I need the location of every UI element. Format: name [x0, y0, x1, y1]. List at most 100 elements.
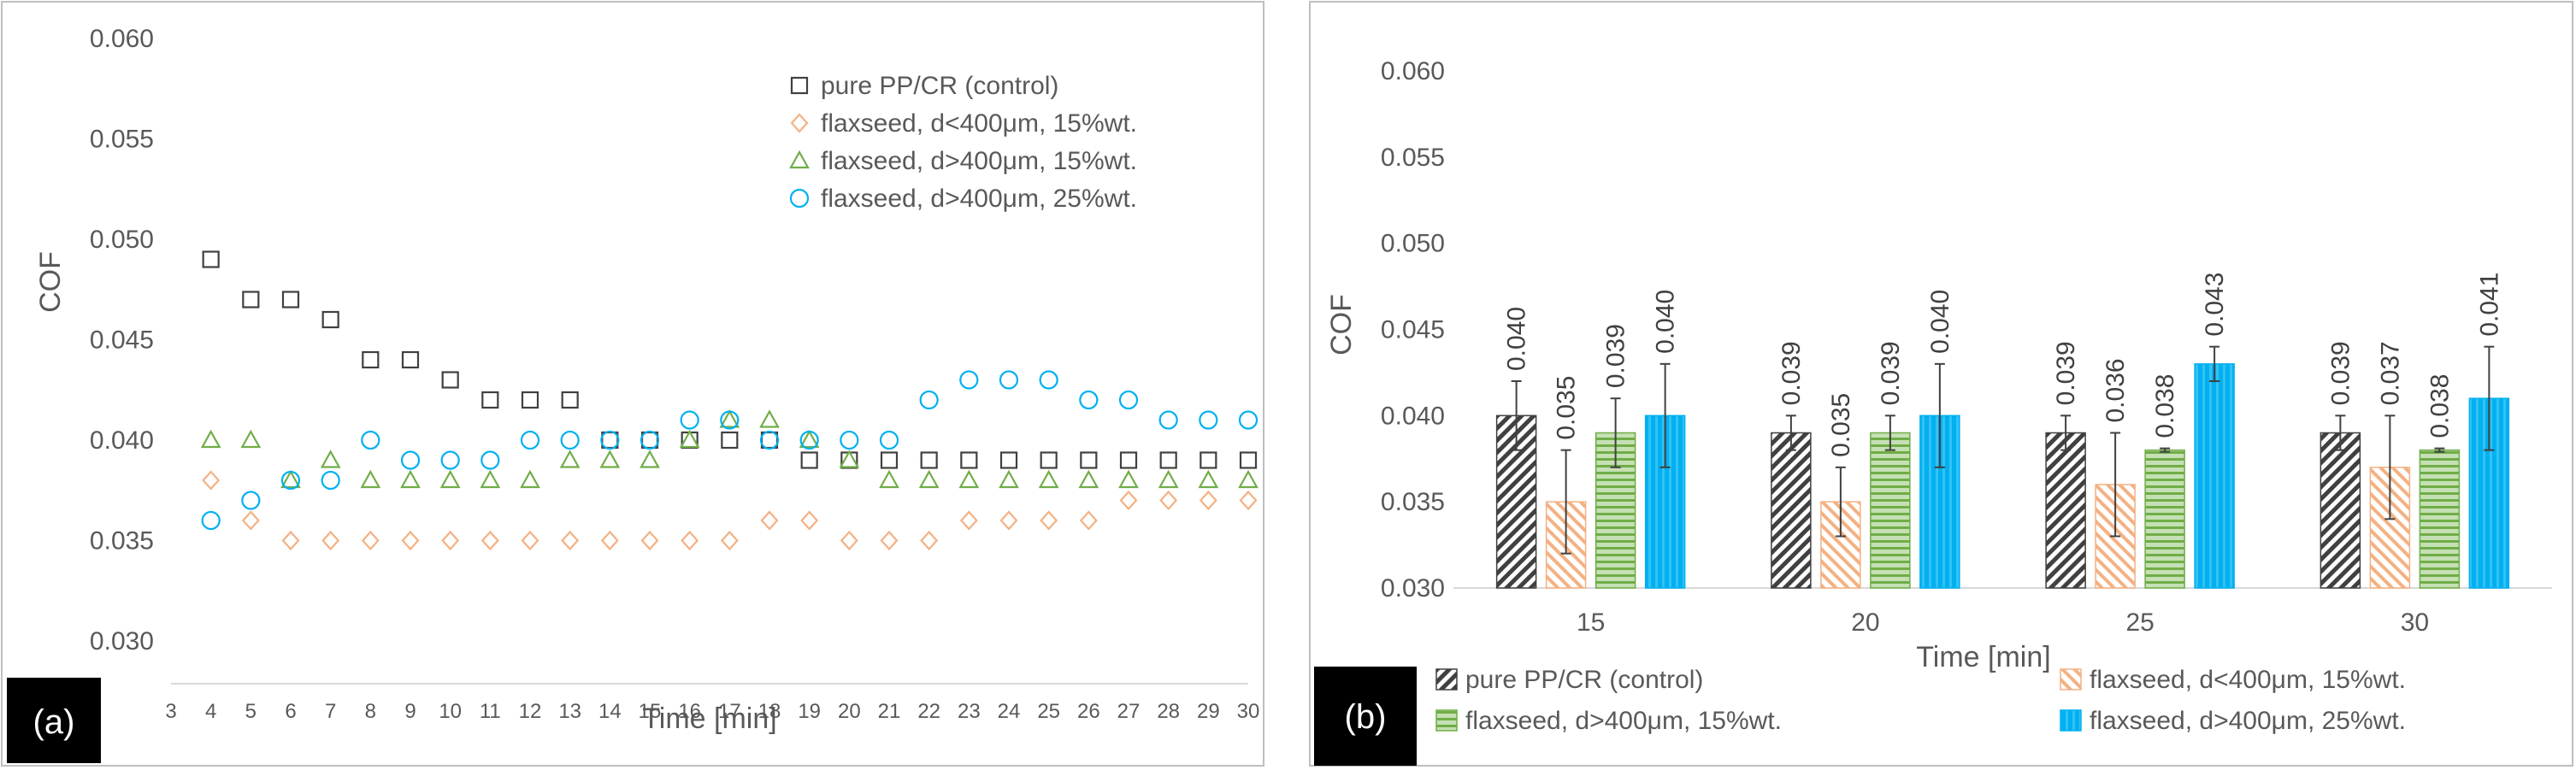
data-point: [1039, 370, 1058, 390]
data-point: [1200, 451, 1217, 469]
panel-label: (b): [1345, 698, 1387, 736]
legend-marker: [789, 188, 810, 209]
x-tick-label: 9: [404, 700, 416, 723]
panel-a-frame: [1, 1, 1264, 767]
data-label: 0.035: [1827, 393, 1855, 457]
data-point: [1038, 469, 1059, 489]
y-tick-label: 0.030: [1381, 574, 1445, 602]
x-tick-label: 19: [798, 700, 821, 723]
legend-swatch: [2060, 709, 2082, 732]
data-point: [959, 370, 979, 390]
y-tick-label: 0.035: [90, 527, 154, 555]
legend-label: flaxseed, d>400μm, 15%wt.: [821, 147, 1137, 175]
legend-swatch: [1435, 668, 1458, 691]
data-label: 0.043: [2201, 273, 2229, 337]
data-point: [999, 370, 1019, 390]
data-point: [560, 430, 580, 450]
data-point: [1078, 469, 1099, 489]
data-label: 0.039: [2052, 341, 2080, 405]
x-tick-label: 4: [205, 700, 216, 723]
legend-label: flaxseed, d>400μm, 25%wt.: [821, 185, 1137, 213]
data-point: [441, 530, 460, 551]
data-point: [241, 510, 260, 531]
y-tick-label: 0.055: [1381, 144, 1445, 172]
data-point: [202, 250, 220, 268]
data-point: [1118, 390, 1139, 410]
data-point: [800, 451, 818, 469]
data-point: [201, 510, 221, 531]
data-point: [759, 430, 780, 450]
data-point: [400, 450, 421, 470]
data-point: [720, 530, 739, 551]
data-point: [918, 469, 940, 489]
series-2: [202, 470, 1258, 551]
data-label: 0.040: [1926, 290, 1954, 354]
data-point: [361, 530, 380, 551]
bar: [2194, 363, 2235, 589]
x-tick-label: 10: [439, 700, 462, 723]
data-point: [401, 350, 420, 369]
data-point: [480, 450, 500, 470]
x-tick-label: 20: [1851, 608, 1879, 637]
x-tick-label: 13: [558, 700, 581, 723]
data-point: [520, 469, 540, 489]
data-point: [759, 409, 780, 428]
data-point: [242, 291, 260, 309]
x-tick-label: 25: [1037, 700, 1060, 723]
data-point: [799, 430, 819, 450]
y-tick-label: 0.060: [90, 25, 154, 53]
x-tick-label: 14: [598, 700, 622, 723]
y-tick-label: 0.055: [90, 126, 154, 154]
x-axis-label: Time [min]: [1916, 641, 2050, 673]
x-tick-label: 5: [245, 700, 256, 723]
legend-label: flaxseed, d<400μm, 15%wt.: [821, 109, 1137, 138]
data-point: [799, 429, 820, 449]
series-4: [201, 370, 1259, 531]
data-point: [400, 469, 421, 489]
x-tick-label: 30: [1237, 700, 1260, 723]
data-point: [999, 451, 1018, 469]
x-tick-label: 17: [718, 700, 741, 723]
bar: [1771, 432, 1812, 589]
x-tick-label: 15: [639, 700, 662, 723]
legend-swatch: [2060, 668, 2082, 691]
data-point: [441, 371, 459, 389]
data-point: [679, 429, 700, 449]
data-label: 0.035: [1553, 376, 1581, 440]
data-point: [600, 430, 620, 450]
x-tick-label: 29: [1197, 700, 1220, 723]
legend-label: flaxseed, d>400μm, 25%wt.: [2090, 707, 2406, 735]
bar: [2045, 432, 2086, 589]
legend: pure PP/CR (control) flaxseed, d<400μm, 1…: [1435, 666, 2406, 735]
data-point: [640, 430, 660, 450]
data-point: [1079, 390, 1099, 410]
data-point: [721, 431, 739, 450]
data-point: [361, 430, 380, 450]
data-point: [920, 451, 938, 469]
legend-marker: [790, 113, 809, 133]
data-point: [559, 450, 581, 468]
x-tick-label: 7: [325, 700, 336, 723]
x-tick-label: 11: [480, 700, 501, 723]
data-point: [321, 530, 340, 551]
data-point: [959, 510, 978, 531]
data-point: [719, 409, 740, 428]
data-point: [280, 470, 301, 491]
data-label: 0.041: [2475, 273, 2503, 337]
data-point: [1238, 410, 1259, 430]
y-tick-label: 0.045: [90, 326, 154, 355]
x-tick-label: 27: [1117, 700, 1141, 723]
y-axis-label: COF: [34, 251, 67, 313]
data-label: 0.039: [1877, 341, 1905, 405]
bar: [2419, 449, 2461, 589]
data-label: 0.039: [1777, 341, 1806, 405]
data-point: [840, 530, 858, 551]
data-label: 0.040: [1503, 307, 1531, 371]
data-point: [480, 530, 499, 551]
data-point: [321, 310, 339, 329]
x-axis-label: Time [min]: [642, 702, 776, 735]
data-point: [360, 469, 381, 489]
x-tick-label: 20: [838, 700, 861, 723]
legend-swatch: [1435, 709, 1458, 732]
